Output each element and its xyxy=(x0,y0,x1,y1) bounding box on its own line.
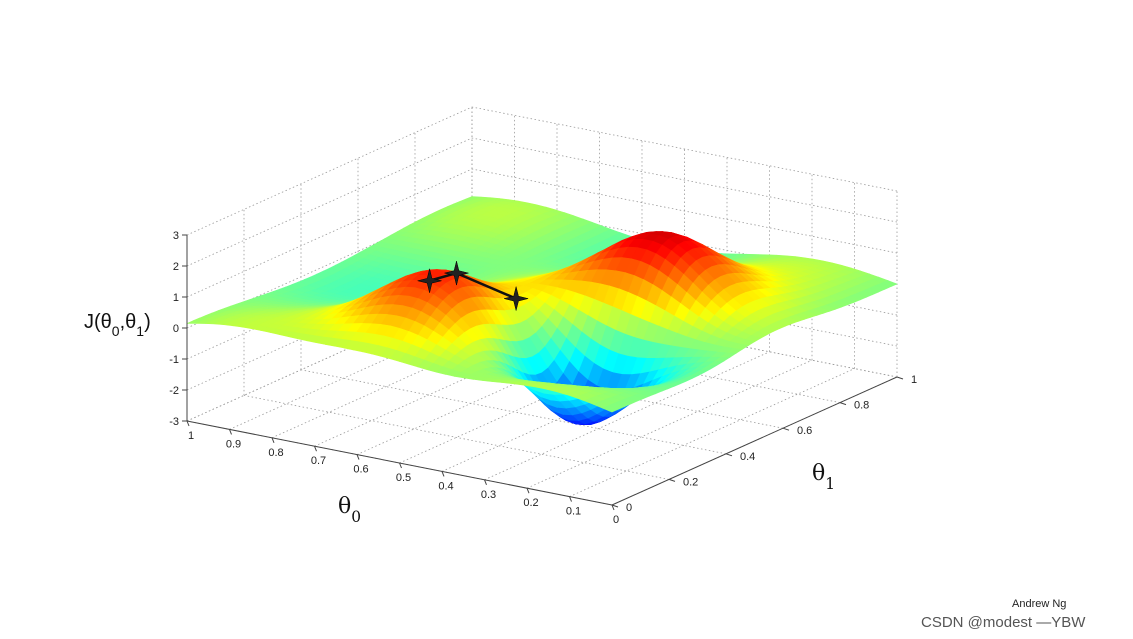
z-tick-label: -1 xyxy=(169,354,179,366)
grid-line xyxy=(243,395,670,480)
surface-patch xyxy=(602,405,619,413)
grid-line xyxy=(300,369,727,455)
y-tick-mark xyxy=(896,376,904,380)
grid-line xyxy=(186,168,473,298)
y-tick-mark xyxy=(668,478,676,482)
x-tick-mark xyxy=(611,504,615,511)
z-axis-title: J(θ0,θ1) xyxy=(84,311,151,339)
y-tick-mark xyxy=(839,402,847,406)
cost-surface xyxy=(186,196,898,425)
credit-text: Andrew Ng xyxy=(1012,598,1067,610)
x-tick-mark xyxy=(569,496,572,502)
axis-labels: 10.90.80.70.60.50.40.30.20.1000.20.40.60… xyxy=(84,230,917,526)
y-tick-mark xyxy=(782,427,790,431)
descent-step-marker xyxy=(417,268,442,293)
y-axis-line xyxy=(611,376,898,506)
x-tick-mark xyxy=(314,446,317,452)
grid-line xyxy=(186,137,473,267)
z-tick-label: 1 xyxy=(173,292,179,304)
z-tick-label: 3 xyxy=(173,230,179,242)
y-tick-mark xyxy=(611,504,619,508)
y-tick-label: 0.2 xyxy=(683,476,698,488)
x-tick-mark xyxy=(526,488,530,494)
y-tick-mark xyxy=(725,453,733,457)
descent-path xyxy=(417,261,529,311)
grid-line xyxy=(471,106,898,192)
x-tick-label: 0.9 xyxy=(226,438,241,450)
x-tick-label: 0.7 xyxy=(311,455,326,467)
x-tick-label: 0.2 xyxy=(523,497,538,509)
grid-line xyxy=(569,368,855,497)
y-tick-label: 1 xyxy=(911,374,917,386)
y-tick-label: 0.6 xyxy=(797,425,812,437)
x-tick-mark xyxy=(484,479,487,485)
descent-step-marker xyxy=(444,261,469,286)
x-tick-label: 1 xyxy=(188,430,194,442)
x-tick-label: 0.3 xyxy=(481,489,496,501)
z-tick-label: -2 xyxy=(169,385,179,397)
x-tick-mark xyxy=(399,462,402,469)
y-tick-label: 0.8 xyxy=(854,400,869,412)
y-tick-label: 0 xyxy=(626,502,632,514)
x-tick-mark xyxy=(186,420,190,427)
descent-step-marker xyxy=(504,286,529,311)
x-tick-label: 0.6 xyxy=(353,464,368,476)
x-tick-label: 0.5 xyxy=(396,472,411,484)
x-tick-mark xyxy=(271,437,275,443)
axes xyxy=(182,234,904,511)
x-tick-label: 0.1 xyxy=(566,506,581,518)
x-axis-title: θ0 xyxy=(338,494,361,526)
grid-line xyxy=(484,351,770,481)
x-tick-label: 0.8 xyxy=(268,447,283,459)
watermark-text: CSDN @modest —YBW xyxy=(921,614,1086,631)
z-tick-label: 2 xyxy=(173,261,179,273)
x-tick-mark xyxy=(356,454,360,460)
x-tick-mark xyxy=(229,429,232,435)
y-axis-title: θ1 xyxy=(812,461,835,493)
grid-line xyxy=(471,168,898,254)
descent-step-line xyxy=(456,271,517,300)
y-tick-label: 0.4 xyxy=(740,451,755,463)
grid-line xyxy=(471,137,898,223)
z-tick-label: -3 xyxy=(169,416,179,428)
z-tick-label: 0 xyxy=(173,323,179,335)
x-tick-label: 0.4 xyxy=(438,480,453,492)
grid-line xyxy=(526,359,813,489)
grid-line xyxy=(186,106,473,236)
x-tick-mark xyxy=(441,471,445,477)
x-tick-label: 0 xyxy=(613,514,619,526)
